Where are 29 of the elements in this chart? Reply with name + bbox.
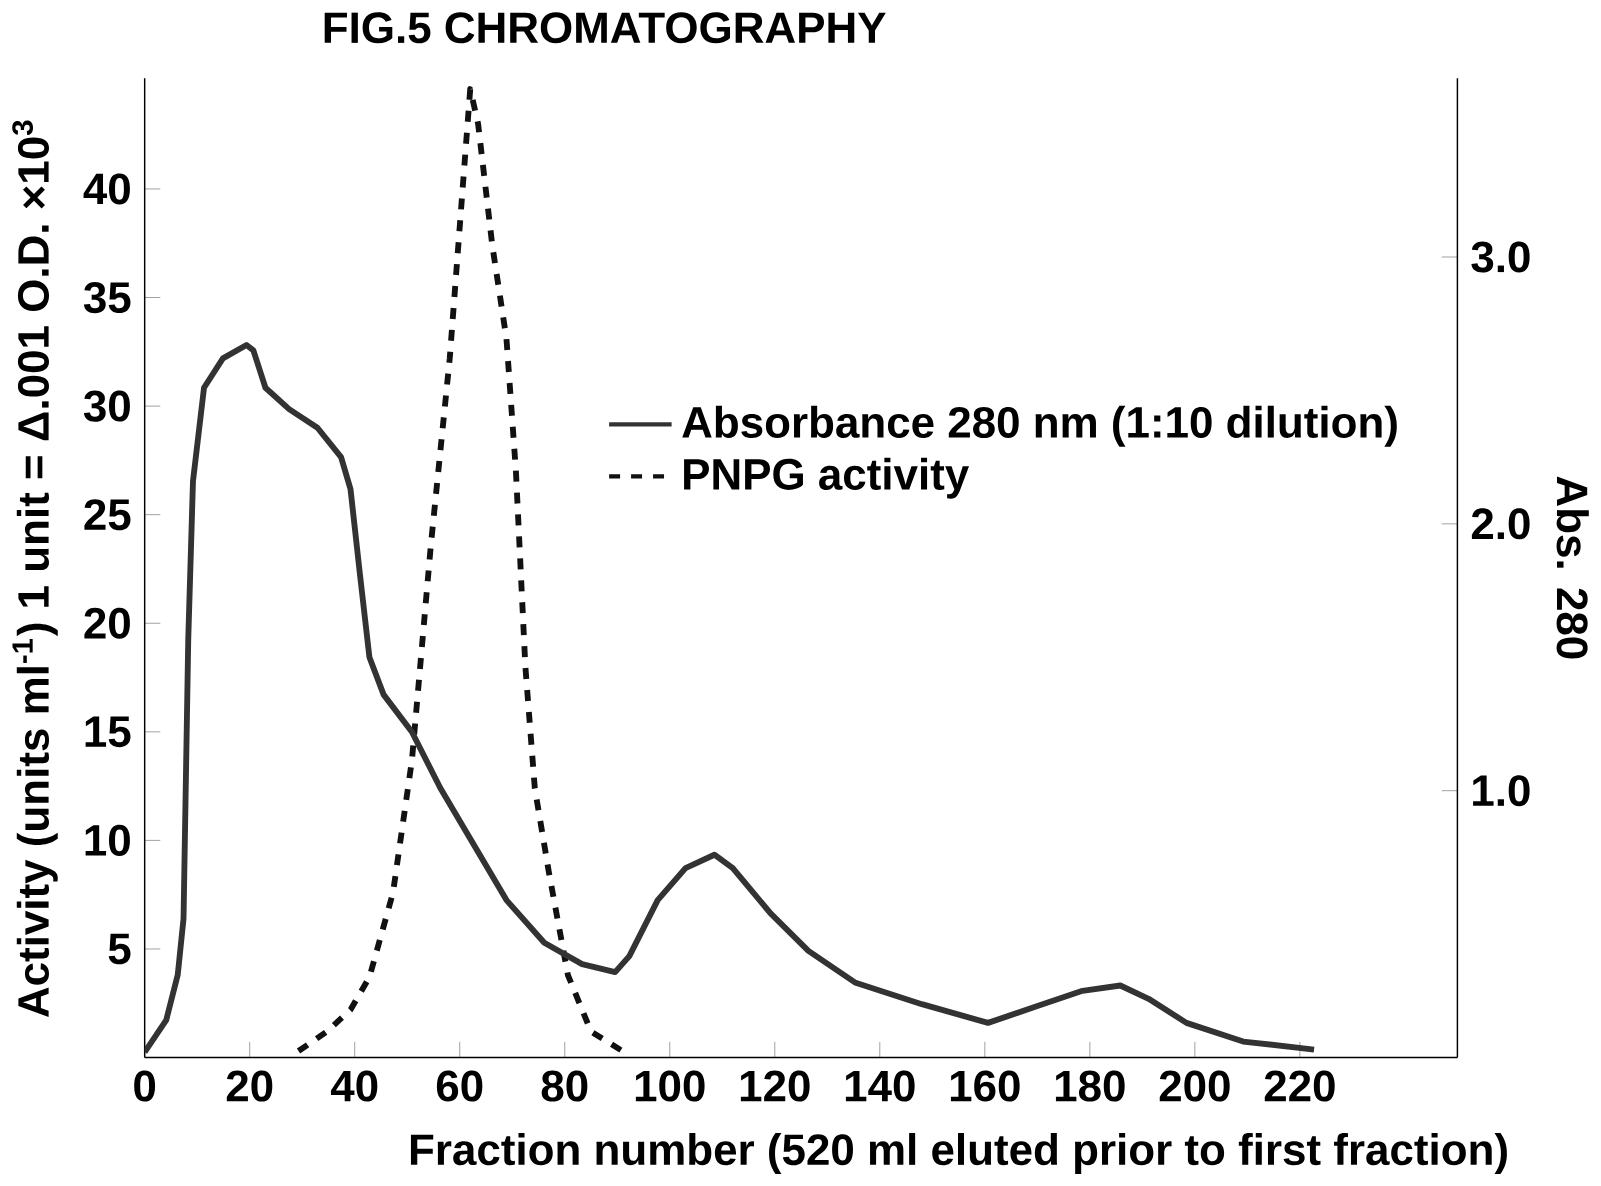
y-tick-label: 35	[83, 281, 131, 314]
y-tick-label: 40	[83, 173, 130, 205]
x-tick-label: 180	[1055, 1070, 1125, 1102]
x-tick-label: 220	[1264, 1070, 1335, 1102]
x-tick-label: 20	[226, 1070, 273, 1102]
y-tick-label: 5	[108, 933, 131, 965]
x-tick-label: 140	[845, 1070, 915, 1102]
x-axis-title: Fraction number (520 ml eluted prior to first fraction)	[410, 1132, 1507, 1174]
y-axis-title: Activity (units ml$^{-1}$) 1 unit = Δ.001 O.D. ×10$^{3}$	[12, 120, 58, 1017]
x-tick-label: 60	[436, 1070, 483, 1102]
x-tick-label: 160	[950, 1070, 1020, 1102]
x-tick-label: 100	[635, 1070, 705, 1102]
y2-tick-label: 1.0	[1473, 775, 1530, 807]
y-tick-label: 30	[83, 390, 130, 422]
y-tick-label: 25	[84, 499, 131, 531]
y2-tick-label: 2.0	[1471, 508, 1530, 540]
legend-label: Absorbance 280 nm (1:10 dilution)	[682, 405, 1397, 447]
x-tick-label: 0	[134, 1070, 156, 1102]
x-tick-label: 200	[1159, 1070, 1230, 1102]
y-tick-label: 20	[84, 607, 130, 639]
legend-label: PNPG activity	[684, 457, 970, 499]
y-tick-label: 15	[85, 716, 131, 748]
x-tick-label: 80	[541, 1070, 588, 1102]
chart-title: FIG.5 CHROMATOGRAPHY	[324, 12, 886, 44]
y-tick-label: 10	[85, 824, 130, 856]
y2-tick-label: 3.0	[1471, 241, 1530, 273]
y2-axis-title: Abs. 280	[1556, 476, 1589, 659]
x-tick-label: 120	[740, 1070, 810, 1102]
x-tick-label: 40	[330, 1070, 378, 1102]
